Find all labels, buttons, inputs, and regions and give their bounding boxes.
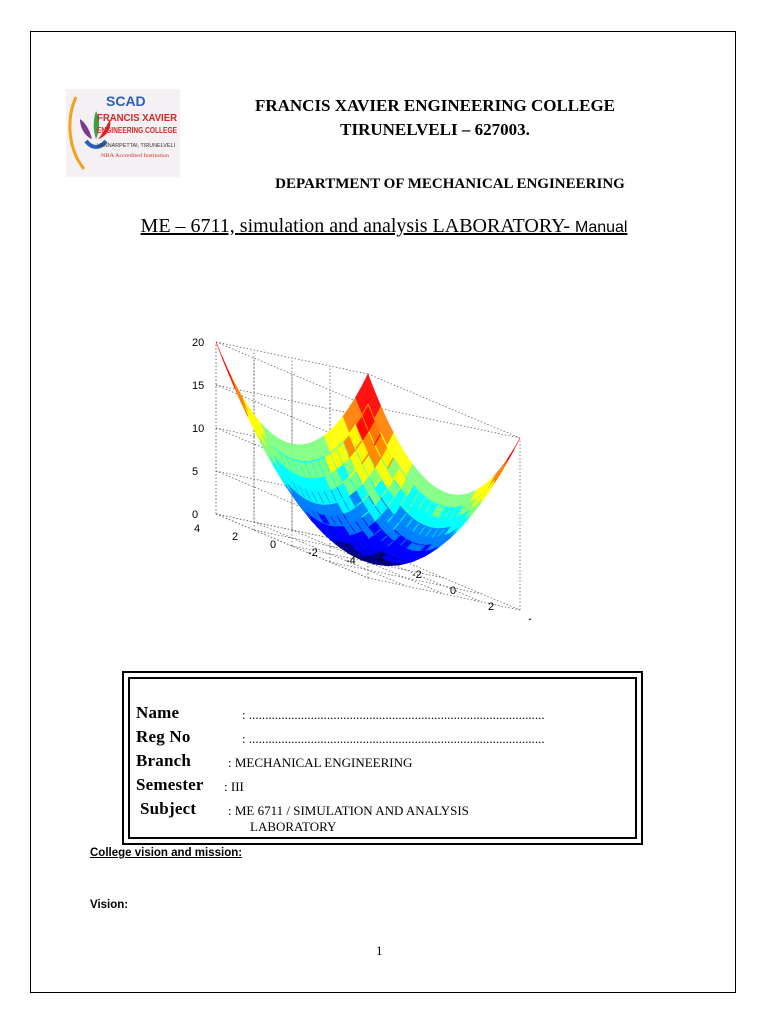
grid-line (367, 545, 521, 611)
page-border (30, 31, 736, 993)
surface-facet (494, 458, 508, 481)
manual-title-suffix: Manual (574, 219, 628, 236)
right-axis-tick-label: 4 (526, 617, 532, 620)
semester-label: Semester (136, 775, 204, 794)
manual-title-main: ME – 6711, simulation and analysis LABOR… (140, 215, 575, 237)
vision-mission-heading: College vision and mission: (90, 847, 243, 859)
college-name: FRANCIS XAVIER ENGINEERING COLLEGE (254, 96, 616, 115)
name-label: Name (136, 703, 180, 722)
logo-line1: FRANCIS XAVIER (97, 112, 177, 124)
logo-wordmark: SCAD FRANCIS XAVIER ENGINEERING COLLEGE … (97, 93, 178, 159)
college-logo: SCAD FRANCIS XAVIER ENGINEERING COLLEGE … (66, 89, 180, 177)
grid-line (367, 373, 521, 439)
logo-line2: ENGINEERING COLLEGE (97, 126, 178, 135)
semester-value: : III (224, 779, 244, 794)
logo-location: VANNARPETTAI, TIRUNELVELI (97, 143, 175, 149)
plot-surface-mesh (215, 341, 521, 566)
grid-line (215, 513, 369, 579)
college-city: TIRUNELVELI – 627003. (340, 120, 530, 139)
grid-line (329, 537, 483, 603)
right-axis-tick-label: 0 (450, 585, 456, 597)
grid-line (291, 529, 445, 595)
grid-line (215, 384, 369, 418)
vision-label: Vision: (90, 899, 129, 911)
surface-facet (488, 467, 502, 488)
grid-line (215, 341, 369, 375)
surface-facet (241, 395, 255, 422)
grid-line (215, 341, 369, 407)
grid-line (253, 521, 407, 587)
grid-line (367, 405, 521, 439)
name-field[interactable]: : ......................................… (242, 707, 545, 722)
department-name: DEPARTMENT OF MECHANICAL ENGINEERING (275, 176, 625, 192)
subject-value-line1: : ME 6711 / SIMULATION AND ANALYSIS (228, 803, 469, 818)
subject-value-line2: LABORATORY (250, 819, 337, 834)
regno-label: Reg No (136, 727, 191, 746)
branch-label: Branch (136, 751, 192, 770)
regno-field[interactable]: : ......................................… (242, 731, 545, 746)
z-tick-label: 20 (192, 337, 204, 349)
branch-value: : MECHANICAL ENGINEERING (228, 755, 413, 770)
logo-emblem-icon: SCAD FRANCIS XAVIER ENGINEERING COLLEGE … (68, 93, 178, 170)
surface-facet (215, 341, 229, 374)
left-axis-tick-label: 2 (232, 531, 238, 543)
surface-facet (228, 370, 242, 401)
z-tick-label: 0 (192, 509, 198, 521)
left-axis-tick-label: 4 (194, 523, 200, 535)
logo-accreditation: NBA Accredited Institution (101, 153, 169, 159)
manual-title: ME – 6711, simulation and analysis LABOR… (0, 215, 768, 238)
right-axis-tick-label: -4 (374, 553, 384, 565)
left-axis-tick-label: -2 (308, 547, 318, 559)
left-axis-tick-label: 0 (270, 539, 276, 551)
z-tick-label: 5 (192, 466, 198, 478)
logo-brand: SCAD (106, 93, 146, 109)
student-info-box: Name : .................................… (122, 671, 643, 845)
left-axis-tick-label: -4 (346, 555, 356, 567)
grid-line (329, 561, 483, 595)
subject-label: Subject (140, 799, 197, 818)
z-tick-label: 10 (192, 423, 204, 435)
right-axis-tick-label: -2 (412, 569, 422, 581)
z-tick-label: 15 (192, 380, 204, 392)
page-number: 1 (376, 943, 383, 958)
grid-line (367, 577, 521, 611)
right-axis-tick-label: 2 (488, 601, 494, 613)
